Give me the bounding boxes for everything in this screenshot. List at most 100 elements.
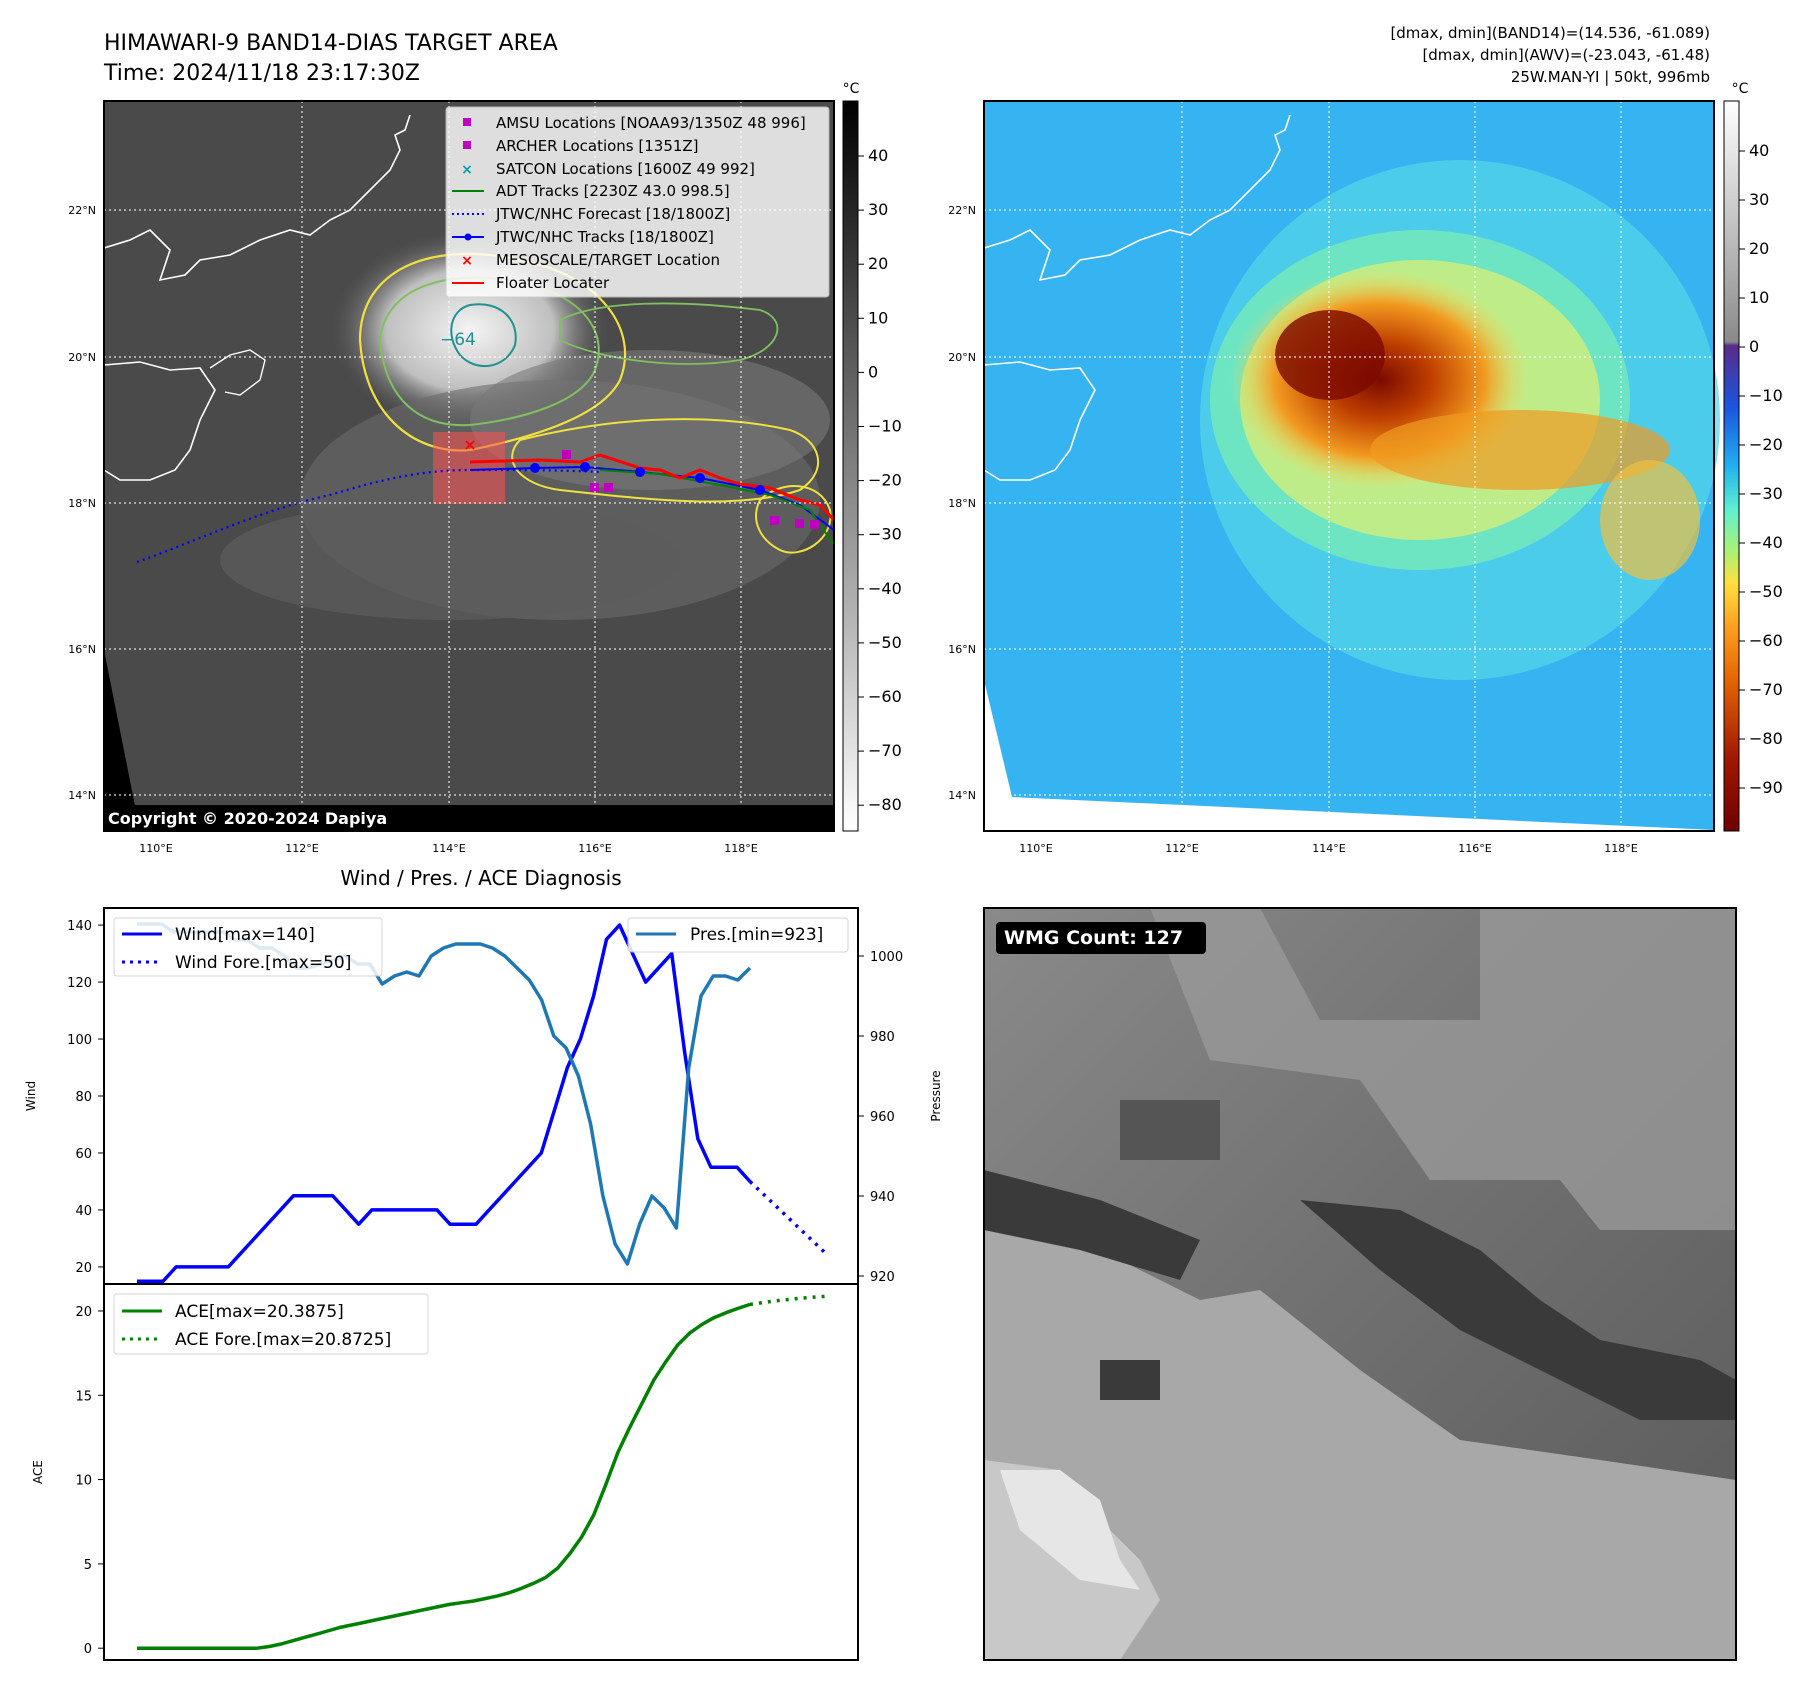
legend-jtwc-tracks: JTWC/NHC Tracks [18/1800Z]	[495, 228, 714, 246]
ir-colorbar-unit: °C	[843, 81, 860, 97]
ace-ylabel: ACE	[31, 1460, 45, 1484]
wind-tick-label: 100	[67, 1033, 92, 1048]
contour-label: −64	[440, 330, 476, 350]
ace-tick-label: 5	[84, 1558, 92, 1573]
wind-ylabel: Wind	[24, 1081, 38, 1111]
ace-forecast-line	[749, 1294, 826, 1307]
awv-cbar-tick-label: −90	[1749, 778, 1783, 797]
figure-title: HIMAWARI-9 BAND14-DIAS TARGET AREA	[104, 31, 558, 56]
figure-time: Time: 2024/11/18 23:17:30Z	[103, 61, 420, 86]
svg-text:×: ×	[461, 162, 473, 178]
ace-legend: ACE[max=20.3875] ACE Fore.[max=20.8725]	[113, 1293, 429, 1355]
ir-cbar-tick-label: −40	[868, 579, 902, 598]
legend-amsu: AMSU Locations [NOAA93/1350Z 48 996]	[496, 114, 806, 132]
ir-cbar-tick-label: −80	[868, 795, 902, 814]
ir-cbar-tick-label: −10	[868, 417, 902, 436]
svg-text:×: ×	[461, 253, 473, 269]
awv-cbar-tick-label: 40	[1749, 141, 1769, 160]
wind-tick-label: 40	[75, 1204, 92, 1219]
ace-tick-label: 15	[75, 1389, 92, 1404]
awv-colorbar: °C 40 30 20 10 0 −10 −20 −30 −40 −50 −60 −70 −80 −90	[1723, 81, 1783, 832]
ir-map-panel: −64 ×	[103, 100, 836, 832]
lon-label: 112°E	[1165, 842, 1198, 855]
map-axis-labels: 22°N 20°N 18°N 16°N 14°N 110°E 112°E 114°E 116°E…	[68, 204, 1638, 855]
ir-cbar-tick-label: 0	[868, 362, 878, 381]
wind-series-line	[137, 923, 752, 1283]
ir-colorbar: °C 40 30 20 10 0 −10 −20 −30 −40 −50 −60 −70 −80	[842, 81, 902, 832]
lat-label: 18°N	[68, 497, 96, 510]
awv-cbar-tick-label: −10	[1749, 386, 1783, 405]
awv-cbar-tick-label: −40	[1749, 533, 1783, 552]
legend-ace: ACE[max=20.3875]	[175, 1302, 344, 1322]
wmg-panel: WMG Count: 127	[983, 907, 1737, 1661]
lat-label: 16°N	[948, 643, 976, 656]
ir-cbar-tick-label: 30	[868, 200, 888, 219]
ace-tick-label: 0	[84, 1642, 92, 1657]
ir-cbar-tick-label: −50	[868, 633, 902, 652]
lon-label: 110°E	[139, 842, 172, 855]
lat-label: 20°N	[68, 351, 96, 364]
legend-satcon: SATCON Locations [1600Z 49 992]	[496, 160, 755, 178]
legend-wind-fore: Wind Fore.[max=50]	[175, 953, 351, 973]
lon-label: 118°E	[1604, 842, 1637, 855]
ir-cbar-tick-label: 10	[868, 308, 888, 327]
info-awv: [dmax, dmin](AWV)=(-23.043, -61.48)	[1422, 46, 1710, 64]
ir-cbar-tick-label: −30	[868, 525, 902, 544]
map-legend: AMSU Locations [NOAA93/1350Z 48 996] ARC…	[445, 106, 830, 298]
pressure-legend: Pres.[min=923]	[627, 917, 849, 953]
lat-label: 18°N	[948, 497, 976, 510]
ace-tick-label: 10	[75, 1474, 92, 1489]
pressure-tick-label: 980	[870, 1030, 895, 1045]
lon-label: 112°E	[285, 842, 318, 855]
lat-label: 14°N	[948, 789, 976, 802]
wind-tick-label: 60	[75, 1147, 92, 1162]
awv-cbar-tick-label: 20	[1749, 239, 1769, 258]
ace-tick-label: 20	[75, 1305, 92, 1320]
ace-series-line	[137, 1302, 751, 1650]
wind-tick-label: 120	[67, 976, 92, 991]
lon-label: 110°E	[1019, 842, 1052, 855]
ir-cbar-tick-label: −60	[868, 687, 902, 706]
legend-pressure: Pres.[min=923]	[690, 925, 823, 945]
lon-label: 114°E	[1312, 842, 1345, 855]
pressure-ylabel: Pressure	[929, 1070, 943, 1121]
legend-adt: ADT Tracks [2230Z 43.0 998.5]	[496, 182, 730, 200]
awv-cbar-tick-label: 0	[1749, 337, 1759, 356]
wind-tick-label: 140	[67, 919, 92, 934]
awv-cbar-tick-label: −60	[1749, 631, 1783, 650]
lon-label: 116°E	[1458, 842, 1491, 855]
lon-label: 114°E	[432, 842, 465, 855]
info-storm: 25W.MAN-YI | 50kt, 996mb	[1511, 68, 1710, 86]
pressure-tick-label: 940	[870, 1190, 895, 1205]
wind-pressure-panel: Wind Pressure 140 120 100 80 60 40 20 1000 980 9…	[24, 907, 943, 1285]
wind-legend: Wind[max=140] Wind Fore.[max=50]	[113, 917, 383, 977]
awv-cbar-tick-label: −30	[1749, 484, 1783, 503]
color-map-panel	[983, 100, 1720, 832]
awv-cbar-tick-label: −50	[1749, 582, 1783, 601]
lat-label: 20°N	[948, 351, 976, 364]
wmg-count: WMG Count: 127	[1004, 927, 1183, 949]
awv-colorbar-unit: °C	[1732, 81, 1749, 97]
copyright: Copyright © 2020-2024 Dapiya	[108, 809, 387, 828]
legend-ace-fore: ACE Fore.[max=20.8725]	[175, 1330, 391, 1350]
awv-cbar-tick-label: −20	[1749, 435, 1783, 454]
awv-cbar-tick-label: −80	[1749, 729, 1783, 748]
diagnosis-title: Wind / Pres. / ACE Diagnosis	[340, 866, 621, 890]
legend-floater: Floater Locater	[496, 274, 610, 292]
pressure-tick-label: 920	[870, 1270, 895, 1285]
wind-tick-label: 20	[75, 1261, 92, 1276]
awv-cbar-tick-label: 10	[1749, 288, 1769, 307]
pressure-tick-label: 1000	[870, 950, 903, 965]
lat-label: 22°N	[948, 204, 976, 217]
lon-label: 118°E	[724, 842, 757, 855]
legend-wind: Wind[max=140]	[175, 925, 315, 945]
awv-cbar-tick-label: −70	[1749, 680, 1783, 699]
lat-label: 14°N	[68, 789, 96, 802]
lon-label: 116°E	[578, 842, 611, 855]
ir-cbar-tick-label: −20	[868, 471, 902, 490]
legend-archer: ARCHER Locations [1351Z]	[496, 137, 699, 155]
ir-cbar-tick-label: 40	[868, 146, 888, 165]
ir-cbar-tick-label: −70	[868, 741, 902, 760]
lat-label: 22°N	[68, 204, 96, 217]
